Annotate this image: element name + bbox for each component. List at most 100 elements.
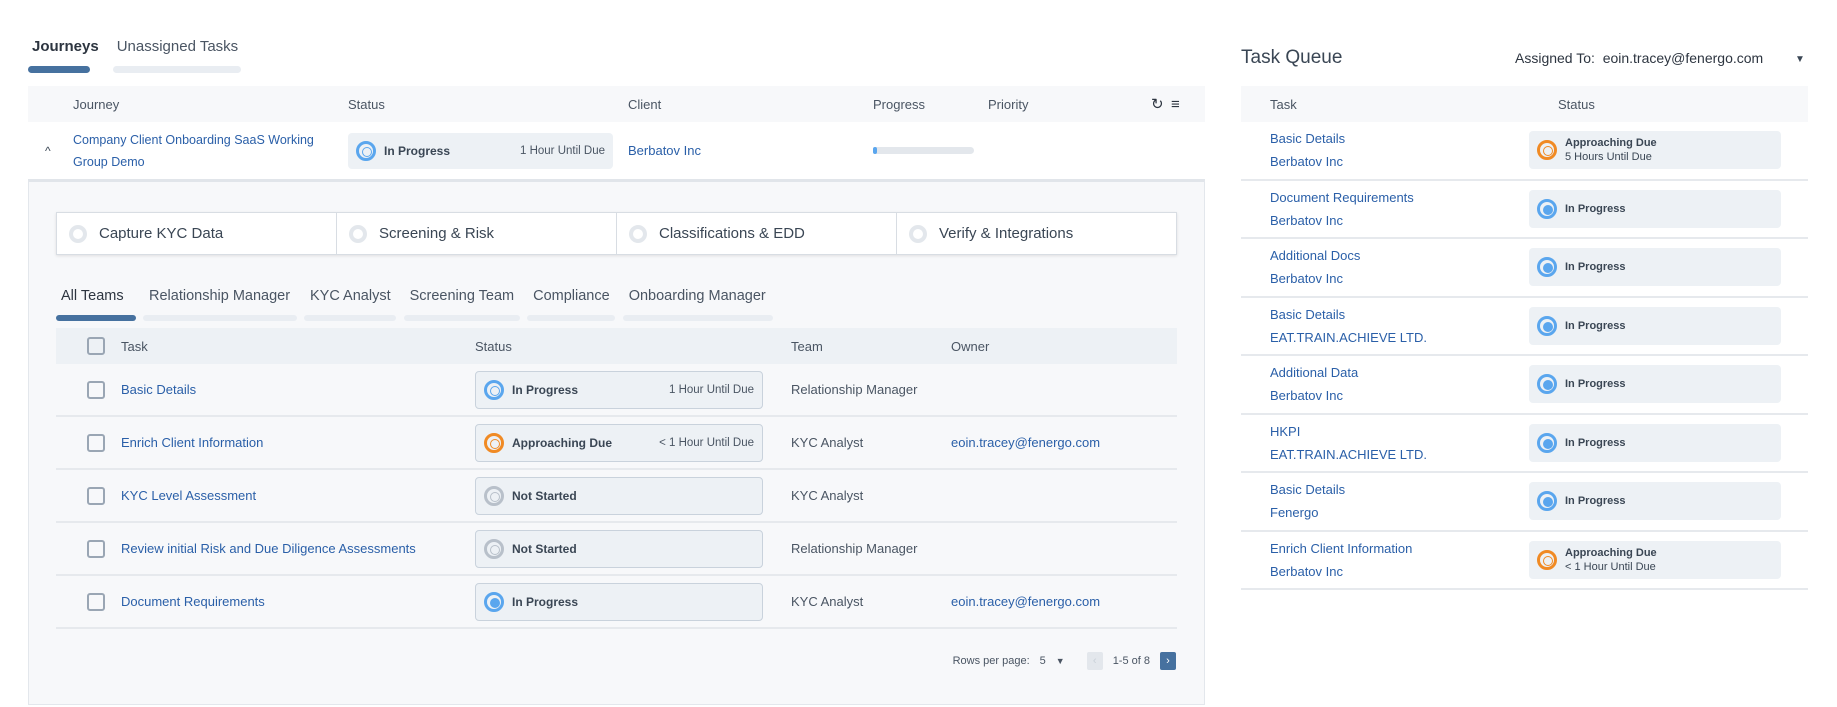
status-text: In Progress [1565, 319, 1626, 332]
next-page-button[interactable]: › [1160, 652, 1176, 670]
status-text: Not Started [512, 541, 577, 556]
tab-indicator [403, 315, 520, 321]
journey-row[interactable]: ^ Company Client Onboarding SaaS Working… [28, 122, 1205, 179]
status-text: In Progress [1565, 378, 1626, 391]
queue-row[interactable]: Basic Details EAT.TRAIN.ACHIEVE LTD. In … [1241, 298, 1808, 356]
stage-capture-kyc[interactable]: Capture KYC Data [57, 213, 336, 254]
table-row[interactable]: Review initial Risk and Due Diligence As… [56, 523, 1177, 576]
client-link[interactable]: Berbatov Inc [1270, 563, 1343, 579]
chevron-up-icon[interactable]: ^ [45, 143, 51, 158]
queue-row[interactable]: Basic Details Berbatov Inc Approaching D… [1241, 122, 1808, 181]
team-tab-screening[interactable]: Screening Team [403, 288, 521, 321]
caret-down-icon[interactable]: ▼ [1795, 54, 1805, 65]
team-text: KYC Analyst [791, 488, 864, 503]
client-link[interactable]: Berbatov Inc [1270, 271, 1343, 287]
in-progress-icon [1537, 315, 1557, 336]
status-text: In Progress [384, 143, 451, 158]
journey-link[interactable]: Company Client Onboarding SaaS Working G… [73, 132, 314, 169]
client-link[interactable]: EAT.TRAIN.ACHIEVE LTD. [1270, 329, 1427, 345]
table-row[interactable]: Enrich Client Information Approaching Du… [56, 417, 1177, 470]
task-link[interactable]: Enrich Client Information [1270, 540, 1413, 556]
page-range: 1-5 of 8 [1112, 655, 1150, 667]
status-badge: Not Started [475, 529, 763, 568]
task-link[interactable]: Basic Details [1270, 131, 1346, 147]
stage-screening-risk[interactable]: Screening & Risk [336, 213, 616, 254]
status-badge: In Progress [1529, 365, 1781, 404]
queue-row[interactable]: Additional Docs Berbatov Inc In Progress [1241, 239, 1808, 298]
refresh-icon[interactable]: ↻ [1151, 96, 1164, 113]
rows-per-page-select[interactable]: 5 [1039, 655, 1046, 667]
queue-row[interactable]: Document Requirements Berbatov Inc In Pr… [1241, 181, 1808, 239]
table-row[interactable]: Document Requirements In Progress KYC An… [56, 576, 1177, 629]
filter-icon[interactable]: ≡ [1171, 95, 1180, 113]
client-link[interactable]: EAT.TRAIN.ACHIEVE LTD. [1270, 446, 1427, 462]
owner-link[interactable]: eoin.tracey@fenergo.com [951, 594, 1101, 609]
task-link[interactable]: Basic Details [1270, 482, 1346, 498]
table-row[interactable]: KYC Level Assessment Not Started KYC Ana… [56, 470, 1177, 523]
team-tab-kyc-analyst[interactable]: KYC Analyst [304, 288, 397, 321]
owner-link[interactable]: eoin.tracey@fenergo.com [951, 435, 1101, 450]
row-checkbox[interactable] [87, 380, 105, 399]
queue-list: Basic Details Berbatov Inc Approaching D… [1241, 122, 1808, 590]
table-row[interactable]: Basic Details In Progress 1 Hour Until D… [56, 364, 1177, 417]
team-tab-compliance[interactable]: Compliance [527, 288, 616, 321]
stage-label: Verify & Integrations [939, 225, 1074, 242]
queue-row[interactable]: Additional Data Berbatov Inc In Progress [1241, 356, 1808, 415]
stage-verify-integrations[interactable]: Verify & Integrations [896, 213, 1176, 254]
queue-row[interactable]: Enrich Client Information Berbatov Inc A… [1241, 532, 1808, 590]
task-link[interactable]: Enrich Client Information [121, 435, 264, 450]
tasks-table-header: Task Status Team Owner [56, 328, 1177, 364]
task-link[interactable]: Basic Details [121, 382, 197, 397]
client-link[interactable]: Berbatov Inc [628, 143, 701, 158]
client-link[interactable]: Fenergo [1270, 505, 1319, 521]
assigned-label: Assigned To: [1515, 50, 1595, 66]
status-text: Approaching Due [512, 435, 613, 450]
tab-indicator [56, 315, 136, 321]
task-link[interactable]: Basic Details [1270, 306, 1346, 322]
team-tab-onboarding-manager[interactable]: Onboarding Manager [622, 288, 773, 321]
task-link[interactable]: Document Requirements [121, 594, 265, 609]
row-checkbox[interactable] [87, 592, 105, 611]
task-queue-title: Task Queue [1241, 47, 1343, 68]
client-link[interactable]: Berbatov Inc [1270, 212, 1343, 228]
row-checkbox[interactable] [87, 539, 105, 558]
task-link[interactable]: Additional Data [1270, 365, 1359, 381]
in-progress-icon [356, 140, 376, 161]
tab-label: All Teams [61, 288, 124, 304]
col-journey: Journey [73, 96, 120, 112]
status-badge: In Progress [1529, 306, 1781, 345]
status-badge: Approaching Due < 1 Hour Until Due [1529, 540, 1781, 579]
in-progress-icon [484, 591, 504, 612]
not-started-icon [484, 485, 504, 506]
status-text: Not Started [512, 488, 577, 503]
queue-row[interactable]: Basic Details Fenergo In Progress [1241, 473, 1808, 532]
client-link[interactable]: Berbatov Inc [1270, 388, 1343, 404]
task-link[interactable]: Document Requirements [1270, 189, 1414, 205]
status-text: In Progress [512, 382, 579, 397]
row-checkbox[interactable] [87, 433, 105, 452]
col-task: Task [121, 338, 148, 354]
team-tab-relationship-manager[interactable]: Relationship Manager [143, 288, 297, 321]
task-link[interactable]: Review initial Risk and Due Diligence As… [121, 541, 416, 556]
caret-down-icon[interactable]: ▼ [1055, 656, 1065, 666]
team-tab-all[interactable]: All Teams [56, 288, 136, 321]
stage-classifications-edd[interactable]: Classifications & EDD [616, 213, 896, 254]
row-checkbox[interactable] [87, 486, 105, 505]
client-link[interactable]: Berbatov Inc [1270, 154, 1343, 170]
journeys-table-header: Journey Status Client Progress Priority … [28, 86, 1205, 122]
col-status: Status [1558, 96, 1595, 112]
stage-label: Capture KYC Data [99, 225, 224, 242]
due-text: < 1 Hour Until Due [659, 436, 754, 449]
prev-page-button[interactable]: ‹ [1086, 652, 1103, 670]
task-link[interactable]: KYC Level Assessment [121, 488, 257, 503]
tab-journeys[interactable]: Journeys [28, 38, 103, 73]
queue-table-header: Task Status [1241, 86, 1808, 122]
due-text: 1 Hour Until Due [668, 383, 754, 396]
task-link[interactable]: HKPI [1270, 423, 1301, 439]
select-all-checkbox[interactable] [87, 337, 105, 355]
tab-unassigned-tasks[interactable]: Unassigned Tasks [112, 38, 242, 73]
queue-row[interactable]: HKPI EAT.TRAIN.ACHIEVE LTD. In Progress [1241, 415, 1808, 473]
tab-label: Unassigned Tasks [116, 38, 239, 55]
assigned-to-select[interactable]: Assigned To: eoin.tracey@fenergo.com [1515, 50, 1763, 66]
task-link[interactable]: Additional Docs [1270, 248, 1361, 264]
